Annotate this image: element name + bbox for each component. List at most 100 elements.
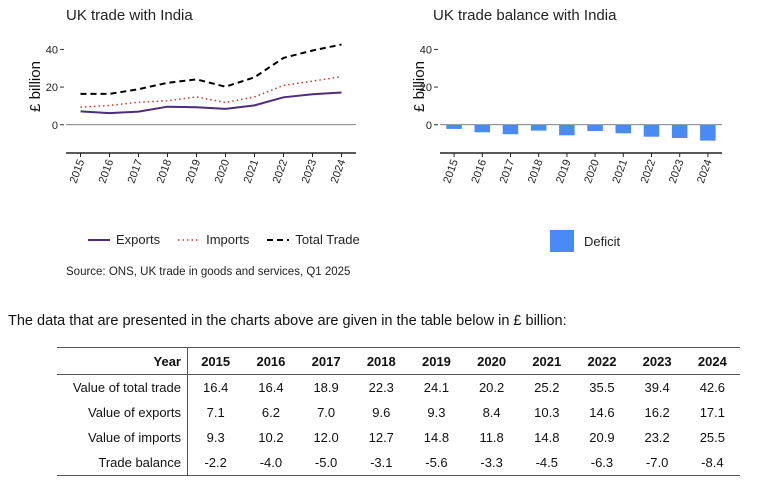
legend-label-total-trade: Total Trade [295, 232, 360, 247]
legend-label-deficit: Deficit [584, 233, 621, 249]
table-body: Value of total trade 16.4 16.4 18.9 22.3 24.1… [57, 374, 740, 476]
legend-swatch-deficit [550, 230, 574, 252]
table-cell: -4.0 [243, 450, 299, 476]
x-tick-label: 2022 [271, 158, 291, 185]
bar [587, 124, 603, 131]
table-cell: 9.3 [427, 405, 446, 420]
x-tick-label: 2024 [329, 158, 349, 185]
y-axis-label: £ billion [27, 61, 44, 112]
table-cell: 23.2 [644, 430, 670, 445]
legend-swatch-imports [178, 238, 201, 241]
series-line-imports [80, 75, 342, 108]
table-cell: -5.6 [408, 450, 465, 476]
table-cell: 20.9 [589, 430, 615, 445]
x-tick-label: 2023 [300, 158, 320, 185]
table-cell: 14.6 [589, 405, 615, 420]
bar [446, 124, 462, 129]
x-tick-label: 2021 [242, 158, 262, 185]
legend-item-total-trade: Total Trade [267, 232, 360, 247]
table-year-header: 2023 [629, 347, 685, 375]
bar [559, 124, 575, 136]
table-cell: 16.4 [258, 380, 284, 395]
legend-label-imports: Imports [206, 232, 250, 247]
table-cell: 7.1 [206, 405, 225, 420]
table-cell: 9.3 [206, 430, 225, 445]
table-intro: The data that are presented in the chart… [8, 313, 567, 329]
table-cell: 18.9 [313, 380, 339, 395]
x-tick-label: 2019 [554, 158, 574, 185]
bar [474, 124, 490, 133]
table-year-header: 2022 [574, 347, 630, 375]
line-chart-title: UK trade with India [66, 7, 193, 24]
x-tick-label: 2022 [639, 158, 659, 185]
table-year-header: 2019 [408, 347, 465, 375]
table-cell: 10.3 [534, 405, 560, 420]
x-tick-label: 2020 [582, 158, 602, 185]
table-cell: 11.8 [479, 430, 504, 445]
table-cell: 24.1 [423, 380, 450, 395]
table-cell: -6.3 [574, 450, 630, 476]
legend-label-exports: Exports [116, 232, 161, 247]
table-row-label: Trade balance [57, 450, 188, 476]
series-line-exports [80, 91, 342, 115]
table-cell: 35.5 [589, 380, 615, 395]
table-cell: 10.2 [258, 430, 284, 445]
table-cell: 12.7 [368, 430, 394, 445]
table-year-header: 2018 [353, 347, 409, 375]
x-tick-label: 2016 [97, 158, 117, 185]
x-tick-label: 2017 [126, 158, 146, 185]
table-header-row: Year 2015 2016 2017 2018 2019 2020 2021 2022 202… [57, 347, 740, 375]
y-tick-label: 0 [52, 120, 58, 132]
x-tick-label: 2024 [695, 158, 715, 185]
table-cell: -7.0 [629, 450, 685, 476]
bar [700, 124, 716, 141]
legend-item-imports: Imports [178, 232, 249, 247]
bar-chart-legend: Deficit [550, 230, 638, 252]
table-year-header: 2020 [464, 347, 520, 375]
table-cell: -2.2 [187, 450, 244, 476]
table-year-header: 2024 [684, 347, 740, 375]
table-row-label: Value of imports [57, 425, 188, 450]
table-cell: 22.3 [368, 380, 394, 395]
table-cell: 14.8 [534, 430, 560, 445]
source-note: Source: ONS, UK trade in goods and servi… [66, 266, 351, 278]
table-cell: 20.2 [478, 380, 505, 395]
table-cell: 16.4 [203, 380, 229, 395]
x-tick-label: 2021 [610, 158, 630, 185]
x-tick-label: 2016 [469, 158, 489, 185]
y-tick-label: 20 [420, 82, 432, 94]
line-chart-legend: Exports Imports Total Trade [88, 232, 378, 247]
bar-chart: £ billion 0 20 40 2015 2016 2017 2018 2019 2020 20… [411, 44, 722, 185]
x-tick-label: 2018 [526, 158, 546, 185]
x-tick-label: 2023 [667, 158, 687, 185]
table-cell: -3.1 [353, 450, 409, 476]
table-cell: 25.5 [699, 430, 726, 445]
table-year-header: 2017 [298, 347, 354, 375]
legend-swatch-total-trade [267, 238, 290, 241]
y-tick-label: 40 [46, 44, 58, 56]
bar [643, 124, 660, 137]
table-cell: 17.1 [699, 405, 726, 420]
x-tick-label: 2018 [155, 158, 175, 185]
y-tick-label: 0 [426, 120, 432, 132]
table-cell: 14.8 [423, 430, 450, 445]
data-table: Year 2015 2016 2017 2018 2019 2020 2021 2022 202… [57, 347, 740, 476]
bar [502, 124, 519, 135]
table-row: Value of exports 7.1 6.2 7.0 9.6 9.3 8.4 10.3 14… [57, 400, 740, 425]
table-row: Value of total trade 16.4 16.4 18.9 22.3 24.1… [57, 374, 740, 400]
table-year-header: 2021 [519, 347, 575, 375]
bar [615, 124, 631, 134]
table-cell: -4.5 [519, 450, 575, 476]
table-row: Value of imports 9.3 10.2 12.0 12.7 14.8 11.8 1… [57, 425, 740, 450]
x-tick-label: 2020 [213, 158, 233, 185]
legend-item-exports: Exports [88, 232, 160, 247]
series-line-total-trade [80, 43, 342, 95]
table-row: Trade balance -2.2 -4.0 -5.0 -3.1 -5.6 -3.3 -4.… [57, 450, 740, 476]
y-tick-label: 40 [420, 44, 432, 56]
table-cell: -8.4 [684, 450, 740, 476]
x-tick-label: 2015 [441, 158, 461, 185]
x-tick-label: 2017 [498, 158, 518, 185]
table-cell: 16.2 [644, 405, 670, 420]
legend-item-deficit: Deficit [550, 230, 620, 252]
table-corner-header: Year [57, 347, 188, 375]
